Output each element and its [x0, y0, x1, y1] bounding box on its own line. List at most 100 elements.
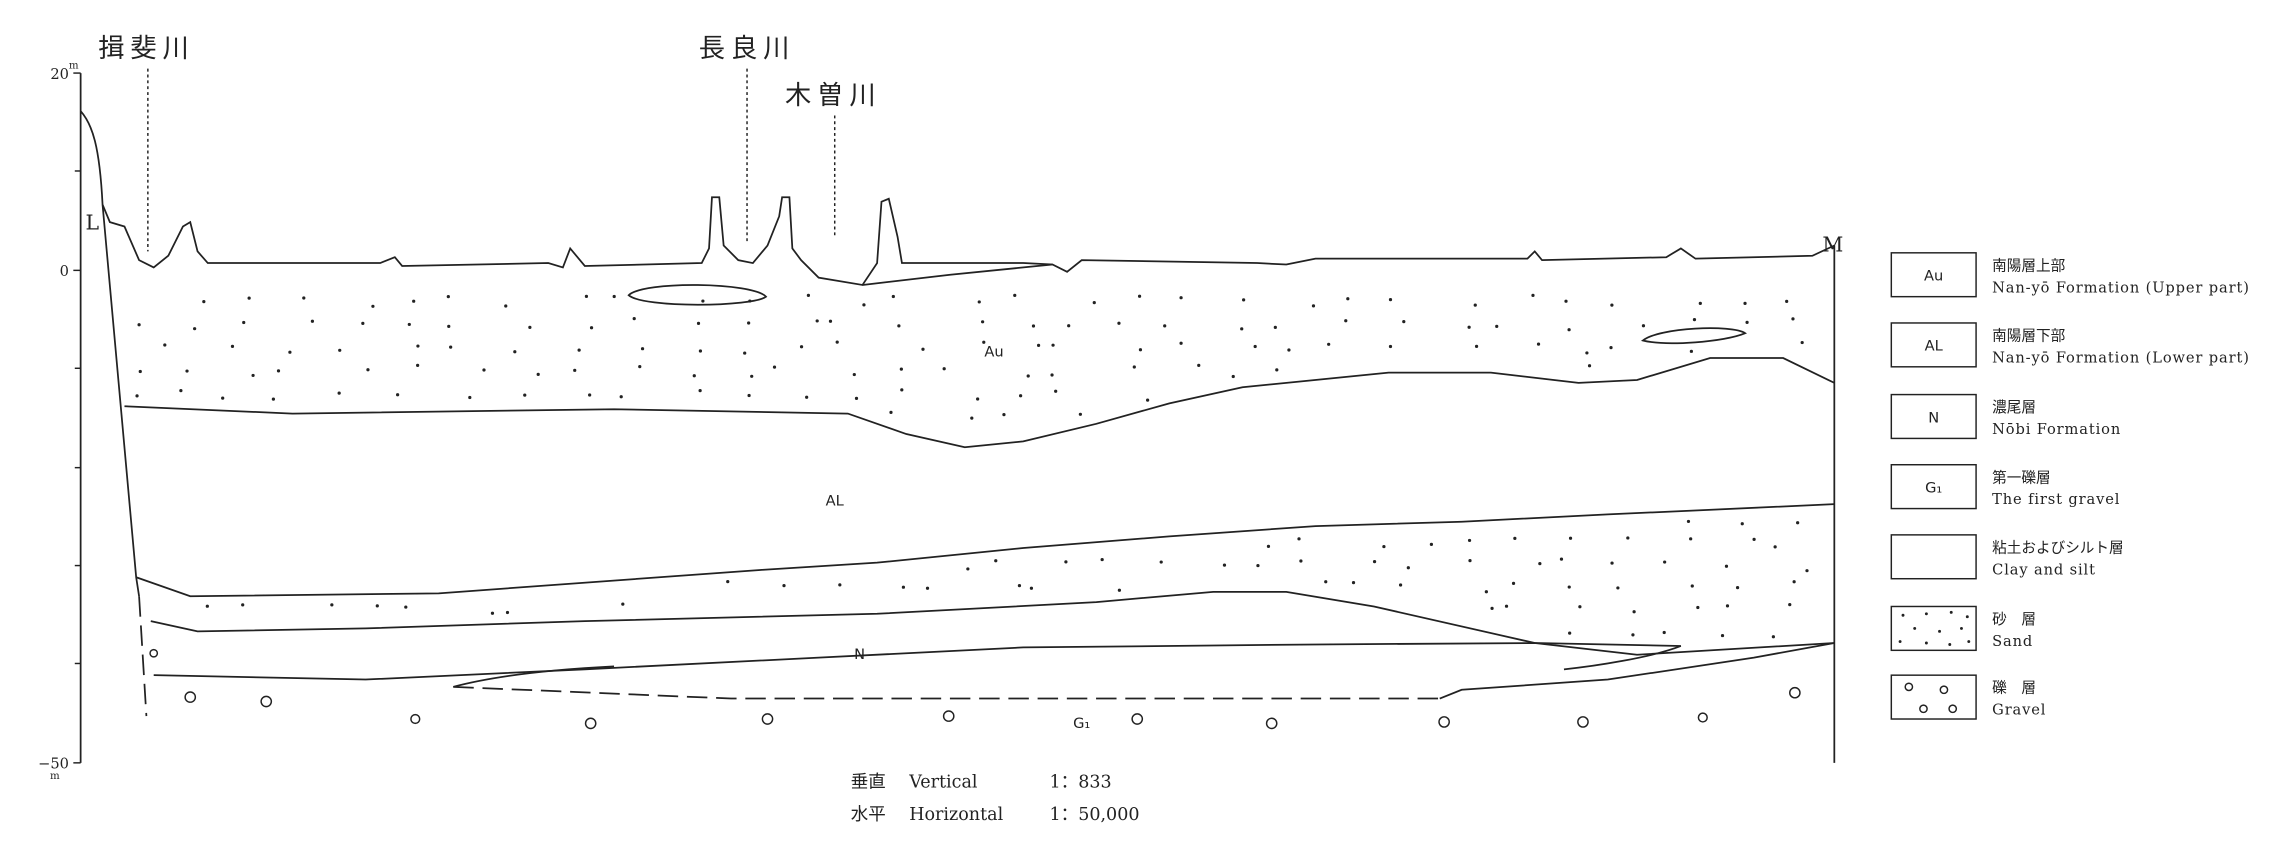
- sand-dot: [1197, 363, 1201, 367]
- axis-label: −50: [38, 756, 69, 773]
- legend-name-ja: 砂 層: [1992, 611, 2036, 628]
- sand-dot: [1242, 298, 1246, 302]
- sand-dot: [1266, 544, 1271, 549]
- sand-dot: [977, 300, 981, 304]
- sand-dot: [1568, 536, 1573, 540]
- sand-dot: [1179, 341, 1183, 345]
- sand-dot: [1616, 586, 1620, 590]
- sand-dot: [482, 368, 486, 372]
- sand-dot: [1609, 346, 1613, 350]
- legend-name-en: Clay and silt: [1992, 561, 2096, 578]
- sand-dot: [1029, 586, 1034, 590]
- sand-dot: [696, 321, 701, 326]
- sand-dot: [900, 388, 904, 392]
- al-n-boundary: [135, 503, 1835, 598]
- scale-label: 水平: [851, 805, 886, 825]
- sand-dot: [1138, 348, 1143, 352]
- sand-dot: [137, 323, 141, 327]
- sand-dot: [612, 294, 616, 299]
- legend-name-en: Nōbi Formation: [1992, 421, 2121, 438]
- sand-dot: [772, 365, 777, 369]
- sand-dot: [1036, 343, 1041, 347]
- sand-dot: [782, 583, 786, 588]
- sand-dot: [692, 374, 696, 378]
- scale-ratio: 1：833: [1050, 773, 1112, 793]
- sand-dot: [1346, 297, 1350, 301]
- sand-dot: [862, 303, 866, 307]
- sand-dot: [750, 374, 754, 378]
- sand-dot: [982, 340, 986, 344]
- sand-dot: [835, 340, 839, 344]
- sand-dot: [1626, 536, 1630, 540]
- sand-dot: [852, 372, 856, 377]
- sand-dot: [1054, 389, 1058, 393]
- sand-dot: [1468, 558, 1472, 563]
- sand-dot: [1578, 605, 1582, 609]
- ground-surface: [101, 196, 1835, 286]
- sand-dot: [806, 293, 811, 297]
- sand-dot: [698, 349, 703, 353]
- sand-dot: [1689, 537, 1693, 541]
- sand-dot: [854, 396, 859, 400]
- sand-dot: [1031, 324, 1036, 328]
- sand-dot: [1163, 324, 1167, 328]
- sand-dot: [981, 320, 985, 324]
- sand-dot: [1536, 342, 1541, 346]
- sand-dot: [1275, 368, 1279, 372]
- sand-dot: [1013, 293, 1017, 297]
- legend-name-ja: 第一礫層: [1992, 469, 2050, 486]
- sand-dot: [1402, 320, 1406, 324]
- sand-dot: [230, 344, 235, 348]
- sand-dot: [1725, 604, 1730, 608]
- sand-dot: [1429, 542, 1434, 546]
- sand-dot: [805, 395, 809, 399]
- g1-top: [1439, 642, 1835, 700]
- sand-dot: [185, 369, 189, 373]
- sand-dot: [838, 583, 842, 587]
- scale-label: Vertical: [908, 773, 978, 793]
- sand-dot: [632, 316, 636, 321]
- sand-dot: [1745, 320, 1749, 324]
- sand-dot: [536, 372, 540, 377]
- sand-dot: [1495, 324, 1499, 328]
- sand-dot: [588, 393, 592, 397]
- sand-dot: [1585, 351, 1589, 355]
- axis-unit: m: [50, 771, 60, 782]
- left-boundary: [79, 110, 140, 597]
- layer-label: AL: [826, 493, 845, 510]
- sand-dot: [573, 368, 577, 372]
- sand-dot: [925, 586, 930, 590]
- section-end-label: M: [1822, 232, 1843, 256]
- sand-pattern: [135, 293, 1809, 639]
- axis-ticks: [73, 72, 81, 764]
- sand-dot: [1474, 344, 1479, 348]
- sand-dot: [1724, 564, 1729, 568]
- sand-dot: [1473, 303, 1477, 307]
- sand-dot: [1531, 293, 1535, 297]
- sand-dot: [412, 299, 416, 303]
- scale-ratio: 1：50,000: [1050, 805, 1140, 825]
- legend-code: AL: [1925, 338, 1944, 355]
- sand-dot: [1720, 633, 1725, 638]
- sand-dot: [1017, 583, 1022, 588]
- sand-dot: [889, 410, 893, 415]
- sand-dot: [1564, 299, 1568, 303]
- sand-dot: [251, 373, 255, 378]
- axis-label: 20: [50, 66, 69, 83]
- sand-dot: [638, 365, 642, 369]
- sand-dot: [976, 397, 980, 401]
- sand-dot: [1698, 301, 1702, 305]
- sand-dot: [276, 369, 281, 373]
- sand-dot: [241, 603, 245, 607]
- inner-contact: [862, 263, 1053, 286]
- sand-dot: [815, 319, 819, 323]
- sand-dot: [1382, 544, 1386, 549]
- sand-dot: [528, 325, 532, 329]
- sand-dot: [589, 326, 594, 330]
- scale-label: Horizontal: [909, 805, 1003, 825]
- sand-dot: [921, 347, 925, 351]
- g1-top-inferred: [453, 685, 1440, 700]
- sand-dot: [1467, 538, 1472, 543]
- sand-dot: [1388, 344, 1393, 349]
